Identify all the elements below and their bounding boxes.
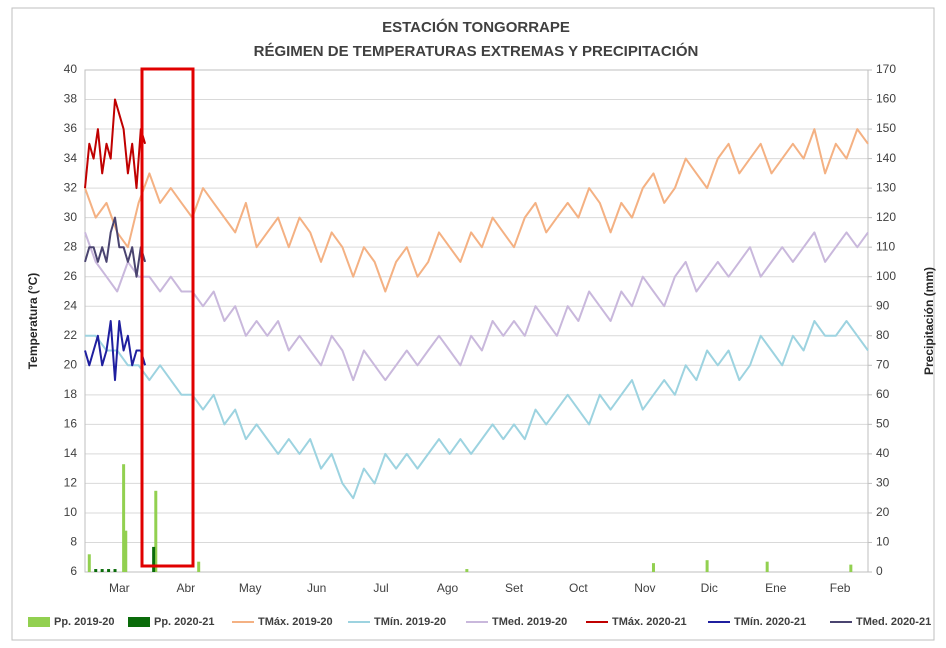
y2-tick-label: 120 — [876, 210, 896, 224]
x-tick-label: Jun — [307, 581, 326, 595]
x-tick-label: Feb — [830, 581, 851, 595]
y2-tick-label: 60 — [876, 387, 890, 401]
chart-subtitle: RÉGIMEN DE TEMPERATURAS EXTREMAS Y PRECI… — [254, 42, 699, 60]
y2-tick-label: 110 — [876, 239, 895, 253]
line — [84, 128, 869, 293]
bar — [765, 561, 769, 572]
chart-title: ESTACIÓN TONGORRAPE — [382, 18, 570, 36]
legend-label: TMín. 2020-21 — [734, 616, 806, 628]
y2-tick-label: 170 — [876, 62, 896, 76]
bar — [113, 569, 117, 572]
y-tick-label: 26 — [64, 269, 78, 283]
legend-label: TMáx. 2019-20 — [258, 616, 333, 628]
legend-label: TMáx. 2020-21 — [612, 616, 687, 628]
y-tick-label: 14 — [64, 446, 78, 460]
x-tick-label: Oct — [569, 581, 588, 595]
legend-label: Pp. 2019-20 — [54, 616, 115, 628]
y2-tick-label: 10 — [876, 535, 890, 549]
x-tick-label: Ene — [765, 581, 787, 595]
legend-label: TMed. 2020-21 — [856, 616, 931, 628]
plot-area: 6 8 10 12 14 16 18 20 22 24 26 28 30 32 34 36 38 40 0 10 20 3… — [64, 62, 897, 595]
y-tick-label: 36 — [64, 121, 78, 135]
x-tick-label: Mar — [109, 581, 130, 595]
legend-label: Pp. 2020-21 — [154, 616, 215, 628]
bar — [107, 569, 111, 572]
chart-frame — [11, 7, 935, 641]
line — [84, 231, 869, 382]
bar — [124, 530, 128, 572]
legend-label: TMed. 2019-20 — [492, 616, 567, 628]
y2-tick-label: 100 — [876, 269, 896, 283]
y2-tick-label: 70 — [876, 357, 890, 371]
y2-tick-label: 30 — [876, 476, 890, 490]
y2-tick-label: 20 — [876, 505, 890, 519]
legend-swatch — [128, 617, 150, 627]
x-tick-label: Jul — [373, 581, 388, 595]
line — [85, 320, 869, 500]
legend-swatch — [28, 617, 50, 627]
y-tick-label: 10 — [64, 505, 78, 519]
y-tick-label: 38 — [64, 92, 78, 106]
y-tick-label: 22 — [64, 328, 78, 342]
y-tick-label: 18 — [64, 387, 78, 401]
highlight-box — [140, 67, 195, 568]
bar — [705, 560, 709, 572]
y2-tick-label: 150 — [876, 121, 896, 135]
y2-tick-label: 0 — [876, 564, 883, 578]
bar — [849, 564, 853, 572]
bar — [465, 569, 469, 572]
y-tick-label: 34 — [64, 151, 78, 165]
legend-label: TMín. 2019-20 — [374, 616, 446, 628]
line — [84, 320, 147, 382]
x-tick-label: Set — [505, 581, 524, 595]
y2-tick-label: 160 — [876, 92, 896, 106]
y-tick-label: 24 — [64, 298, 78, 312]
y-tick-label: 20 — [64, 357, 78, 371]
y2-tick-label: 140 — [876, 151, 896, 165]
bar — [651, 563, 655, 572]
x-tick-label: Ago — [437, 581, 459, 595]
bar — [122, 464, 126, 572]
bar — [197, 561, 201, 572]
y-tick-label: 16 — [64, 417, 78, 431]
y-tick-label: 6 — [70, 564, 77, 578]
y-tick-label: 40 — [64, 62, 78, 76]
bar — [100, 569, 104, 572]
x-tick-label: Dic — [701, 581, 718, 595]
bar — [152, 546, 156, 572]
x-tick-label: May — [239, 581, 262, 595]
y2-tick-label: 90 — [876, 298, 890, 312]
line — [84, 216, 147, 278]
bar — [87, 554, 91, 572]
plot-border — [84, 69, 869, 573]
line — [84, 98, 147, 190]
y2-tick-label: 50 — [876, 417, 890, 431]
y-tick-label: 30 — [64, 210, 78, 224]
y-axis-label: Temperatura (°C) — [26, 273, 40, 370]
y-tick-label: 32 — [64, 180, 78, 194]
y-tick-label: 12 — [64, 476, 78, 490]
y2-tick-label: 130 — [876, 180, 896, 194]
x-tick-label: Nov — [634, 581, 655, 595]
bar — [154, 490, 158, 572]
y2-tick-label: 80 — [876, 328, 890, 342]
y2-axis-label: Precipitación (mm) — [922, 267, 936, 375]
y-tick-label: 8 — [70, 535, 77, 549]
y2-tick-label: 40 — [876, 446, 890, 460]
bar — [94, 569, 98, 572]
y-tick-label: 28 — [64, 239, 78, 253]
x-tick-label: Abr — [176, 581, 195, 595]
